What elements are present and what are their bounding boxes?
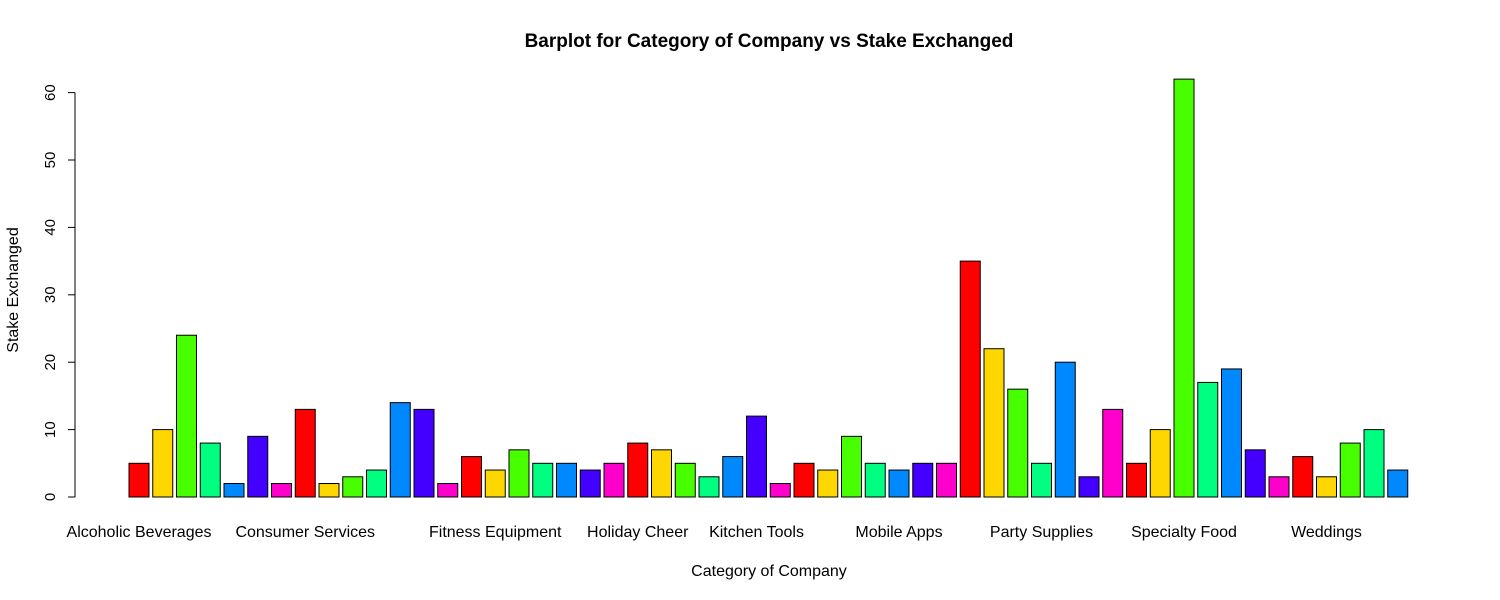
bar [1387,469,1409,498]
bars-group [128,78,1409,498]
bar [1078,476,1100,498]
y-tick-label: 40 [42,219,59,236]
x-tick-label: Specialty Food [1131,524,1237,541]
bar [579,469,601,498]
bar [413,408,435,498]
x-tick-label: Weddings [1291,524,1362,541]
x-tick-label: Fitness Equipment [429,524,562,541]
bar [1363,429,1385,498]
bar [1173,78,1195,498]
bar [366,469,387,498]
bar [1268,476,1290,498]
bar [342,476,364,498]
x-tick-label: Mobile Apps [855,524,942,541]
bar [864,462,886,498]
bar [223,483,245,498]
y-tick-label: 50 [42,152,59,169]
x-tick-label: Kitchen Tools [709,524,804,541]
bar [959,260,981,498]
y-axis-label: Stake Exchanged [5,227,22,352]
bar [1339,442,1361,498]
bar [793,462,815,498]
bar [936,462,957,498]
bar [176,334,197,498]
bar [294,408,316,498]
bar [1197,381,1219,498]
chart-title: Barplot for Category of Company vs Stake… [525,31,1014,52]
bar [651,449,672,498]
bar [1149,429,1171,498]
bar [603,462,625,498]
bar [271,483,292,498]
y-tick-label: 30 [42,286,59,303]
bar [722,456,744,498]
bar [532,462,554,498]
bar [128,462,150,498]
bar [888,469,910,498]
bar [1054,361,1076,498]
y-tick-label: 60 [42,84,59,101]
x-axis-label: Category of Company [691,563,847,580]
bar [1007,388,1029,498]
bar [746,415,767,498]
x-tick-label: Consumer Services [235,524,375,541]
bar [841,435,862,498]
y-tick-label: 20 [42,354,59,371]
bar [1316,476,1337,498]
x-tick-label: Party Supplies [990,524,1093,541]
bar [318,483,340,498]
bar [627,442,649,498]
bar [484,469,506,498]
x-tick-labels: Alcoholic Beverages Consumer Services Fitn… [67,524,1362,541]
bar [461,456,482,498]
bar [247,435,269,498]
bar [199,442,221,498]
bar [817,469,839,498]
bar [698,476,720,498]
bar [1221,368,1242,498]
bar [769,483,791,498]
y-tick-label: 0 [42,493,59,501]
y-axis: 0 10 20 30 40 50 60 [42,84,76,501]
bar [389,402,411,498]
y-tick-label: 10 [42,421,59,438]
bar [674,462,696,498]
bar [983,348,1005,498]
bar [1031,462,1052,498]
bar [437,483,459,498]
bar [912,462,934,498]
bar [1102,408,1124,498]
bar [1126,462,1147,498]
x-tick-label: Holiday Cheer [587,524,689,541]
bar [508,449,530,498]
bar [1244,449,1266,498]
x-tick-label: Alcoholic Beverages [67,524,212,541]
bar [556,462,577,498]
bar [152,429,174,498]
bar [1292,456,1314,498]
